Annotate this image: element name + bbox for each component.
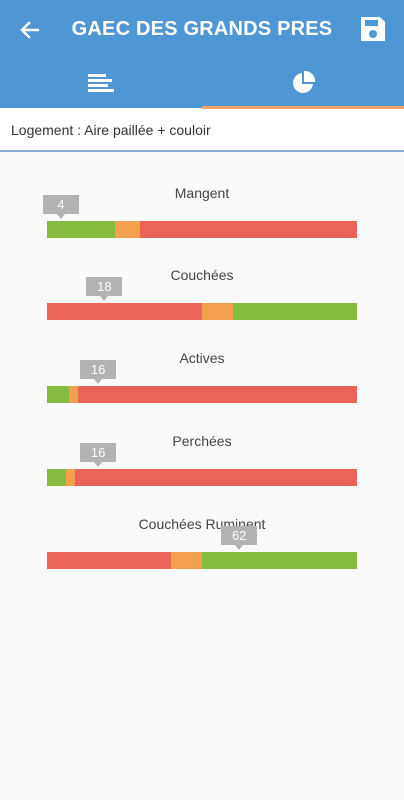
tab-chart[interactable] [202, 58, 404, 108]
metric-value-marker: 16 [80, 443, 117, 467]
metric-label: Mangent [174, 185, 230, 201]
housing-label: Logement : Aire paillée + couloir [11, 122, 211, 138]
metric-value-marker: 18 [86, 277, 123, 301]
back-button[interactable] [14, 14, 46, 46]
metric-bar [47, 552, 357, 569]
bar-segment-orange [202, 303, 233, 320]
tab-list[interactable] [0, 58, 202, 108]
arrow-left-icon [20, 21, 40, 39]
metric-bar [47, 303, 357, 320]
bar-segment-green [47, 221, 116, 238]
bar-segment-red [47, 303, 202, 320]
bar-segment-green [233, 303, 357, 320]
active-tab-indicator [202, 106, 404, 109]
bar-segment-red [47, 552, 171, 569]
bar-segment-red [140, 221, 357, 238]
tab-bar [0, 58, 404, 108]
app-bar: GAEC DES GRANDS PRES [0, 0, 404, 108]
metric-bar [47, 386, 357, 403]
bar-segment-orange [115, 221, 140, 238]
bar-segment-red [74, 469, 357, 486]
bar-segment-red [78, 386, 357, 403]
page-title: GAEC DES GRANDS PRES [71, 18, 333, 40]
metric-label: Actives [179, 350, 225, 366]
bar-segment-orange [65, 469, 75, 486]
metric-label: Couchées [170, 267, 234, 283]
bar-segment-green [202, 552, 357, 569]
metric-bar [47, 469, 357, 486]
bar-segment-orange [68, 386, 78, 403]
metric-label: Couchées Ruminent [138, 516, 266, 532]
metric-label: Perchées [172, 433, 232, 449]
floppy-disk-icon [361, 17, 385, 41]
metric-value-marker: 4 [42, 195, 79, 219]
list-icon [88, 74, 114, 92]
pie-chart-icon [293, 70, 316, 93]
save-button[interactable] [356, 12, 390, 46]
metric-bar [47, 221, 357, 238]
metric-value-marker: 62 [221, 526, 258, 550]
housing-subheader: Logement : Aire paillée + couloir [0, 109, 404, 152]
metric-value-marker: 16 [80, 360, 117, 384]
bar-segment-green [47, 386, 69, 403]
bar-segment-orange [171, 552, 202, 569]
bar-segment-green [47, 469, 66, 486]
